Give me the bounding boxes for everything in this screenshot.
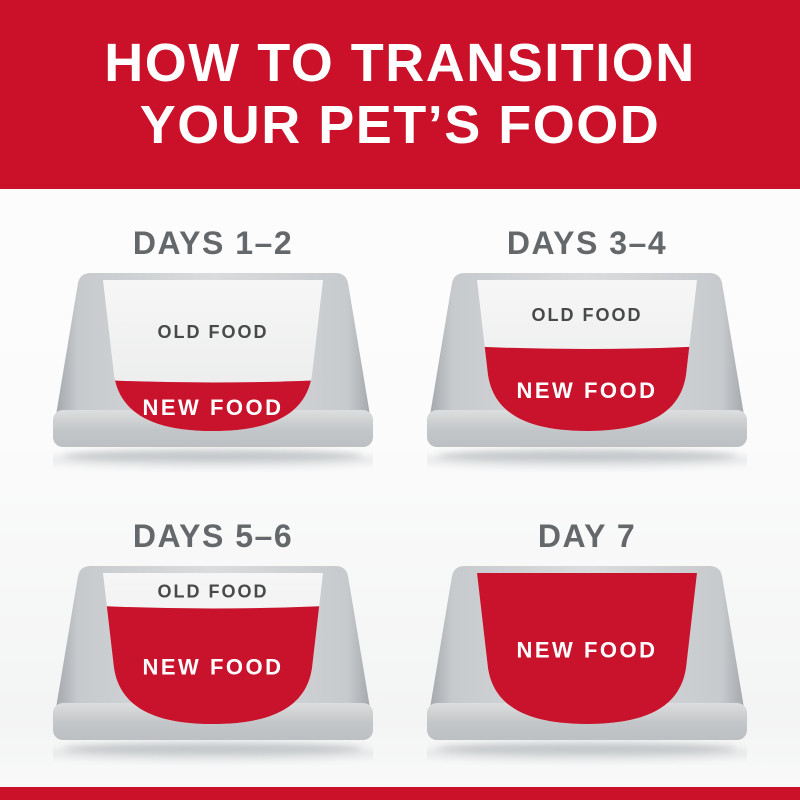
day-label: DAY 7: [537, 518, 637, 554]
transition-step-2: DAYS 3–4 OLD FOOD NEW FOOD: [427, 225, 747, 472]
transition-step-3: DAYS 5–6 OLD FOOD NEW FOOD: [53, 518, 373, 765]
bowl-shadow: [63, 450, 363, 462]
old-food-label: OLD FOOD: [158, 322, 269, 342]
bowl-shadow: [437, 450, 737, 462]
new-food-label: NEW FOOD: [517, 638, 658, 663]
header-banner: HOW TO TRANSITION YOUR PET’S FOOD: [0, 0, 800, 189]
day-label: DAYS 1–2: [132, 225, 294, 261]
food-bowl-graphic: OLD FOOD NEW FOOD: [427, 273, 747, 469]
new-food-label: NEW FOOD: [517, 378, 658, 403]
title-line-2: YOUR PET’S FOOD: [139, 94, 661, 155]
old-food-label: OLD FOOD: [158, 581, 269, 601]
new-food-label: NEW FOOD: [143, 395, 284, 420]
page-title: HOW TO TRANSITION YOUR PET’S FOOD: [104, 33, 695, 156]
food-bowl-graphic: OLD FOOD NEW FOOD: [53, 273, 373, 469]
bowl-shadow: [437, 743, 737, 755]
new-food-fill: [477, 573, 697, 724]
new-food-label: NEW FOOD: [143, 654, 284, 679]
title-line-1: HOW TO TRANSITION: [104, 32, 696, 93]
transition-step-4: DAY 7 NEW FOOD: [427, 518, 747, 765]
old-food-label: OLD FOOD: [532, 305, 643, 325]
transition-step-1: DAYS 1–2 OLD FOOD NEW FOOD: [53, 225, 373, 472]
day-label: DAYS 5–6: [132, 518, 294, 554]
day-label: DAYS 3–4: [506, 225, 668, 261]
footer-accent-bar: [0, 787, 800, 800]
bowl-shadow: [63, 743, 363, 755]
food-bowl-graphic: NEW FOOD: [427, 566, 747, 762]
food-bowl-graphic: OLD FOOD NEW FOOD: [53, 566, 373, 762]
new-food-fill: [103, 605, 323, 724]
transition-steps-grid: DAYS 1–2 OLD FOOD NEW FOOD DAYS 3–4 OLD: [0, 189, 800, 765]
